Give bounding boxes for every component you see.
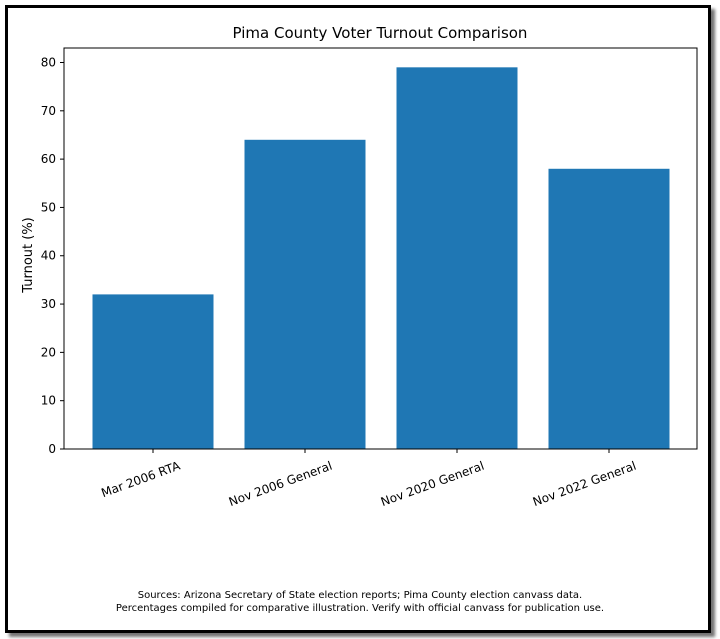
y-tick-label: 40 — [41, 249, 56, 263]
y-axis-ticks: 0 10 20 30 40 50 60 70 80 — [41, 55, 64, 456]
y-tick-label: 80 — [41, 55, 56, 69]
footnote-line-1: Sources: Arizona Secretary of State elec… — [0, 589, 720, 602]
y-axis-label: Turnout (%) — [21, 217, 36, 293]
sources-footnote: Sources: Arizona Secretary of State elec… — [0, 589, 720, 615]
bar-nov-2006-general — [245, 140, 366, 449]
footnote-line-2: Percentages compiled for comparative ill… — [0, 602, 720, 615]
y-tick-label: 30 — [41, 297, 56, 311]
y-tick-label: 20 — [41, 345, 56, 359]
x-tick-label: Nov 2006 General — [227, 459, 334, 509]
bar-mar-2006-rta — [93, 294, 214, 449]
y-tick-label: 70 — [41, 104, 56, 118]
chart-title: Pima County Voter Turnout Comparison — [233, 24, 528, 42]
y-tick-label: 50 — [41, 200, 56, 214]
y-tick-label: 0 — [48, 442, 56, 456]
x-axis-ticks: Mar 2006 RTA Nov 2006 General Nov 2020 Gen… — [99, 449, 638, 509]
bar-chart: Pima County Voter Turnout Comparison Tur… — [0, 0, 720, 585]
y-tick-label: 60 — [41, 152, 56, 166]
x-tick-label: Nov 2020 General — [379, 459, 486, 509]
y-tick-label: 10 — [41, 394, 56, 408]
bars-group — [93, 67, 670, 449]
bar-nov-2022-general — [549, 169, 670, 449]
bar-nov-2020-general — [397, 67, 518, 449]
x-tick-label: Mar 2006 RTA — [99, 458, 182, 500]
x-tick-label: Nov 2022 General — [531, 459, 638, 509]
